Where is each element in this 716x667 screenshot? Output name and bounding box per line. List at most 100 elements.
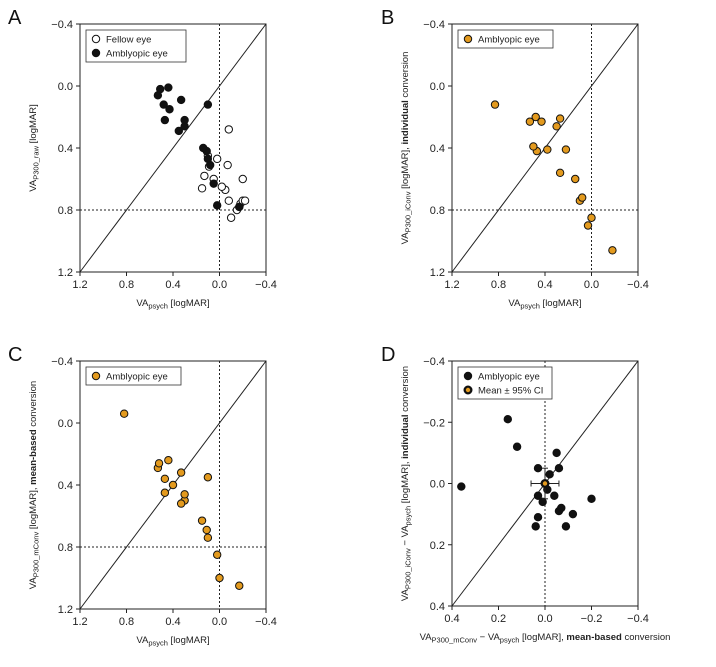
x-tick-label: −0.4 xyxy=(255,279,277,291)
legend-label: Amblyopic eye xyxy=(106,49,168,60)
y-tick-label: −0.2 xyxy=(423,417,445,429)
data-point xyxy=(568,509,578,519)
data-point xyxy=(238,174,247,184)
panel-letter: A xyxy=(8,7,22,29)
data-point xyxy=(583,221,593,230)
data-point xyxy=(224,196,234,205)
panel-c: C 1.2 0.8 0.4 0.0 −0.4 −0.4 0.0 0.4 0.8 1.2 VApsych… xyxy=(8,344,277,648)
data-point xyxy=(212,154,222,164)
y-axis-label: VAP300_mConv [logMAR], mean-based conver… xyxy=(28,381,41,589)
data-point xyxy=(224,125,234,134)
y-axis-label: VAP300_iConv − VApsych [logMAR], individ… xyxy=(400,366,413,601)
x-tick-label: 0.0 xyxy=(584,279,599,291)
data-point xyxy=(203,154,213,164)
data-point xyxy=(154,459,164,468)
y-tick-label: −0.4 xyxy=(51,356,73,368)
x-tick-label: 0.0 xyxy=(212,616,227,628)
data-point xyxy=(226,213,236,222)
data-point xyxy=(209,179,218,188)
data-point xyxy=(176,468,186,477)
y-tick-label: 0.4 xyxy=(430,601,445,613)
data-point xyxy=(168,480,178,490)
data-point xyxy=(550,491,559,500)
x-tick-label: 0.8 xyxy=(119,279,134,291)
data-point xyxy=(160,115,170,125)
x-tick-label: 0.2 xyxy=(491,613,506,625)
data-point xyxy=(212,201,222,210)
legend-label: Amblyopic eye xyxy=(106,372,168,383)
data-point xyxy=(176,499,186,508)
data-point xyxy=(533,463,543,473)
data-point xyxy=(557,503,566,513)
data-point xyxy=(217,182,227,191)
data-point xyxy=(537,117,546,126)
y-axis-label: VAP300_iConv [logMAR], individual conver… xyxy=(400,52,413,245)
y-tick-label: −0.4 xyxy=(423,356,445,368)
y-tick-label: 0.2 xyxy=(430,540,445,552)
legend-label: Amblyopic eye xyxy=(478,35,540,46)
data-point xyxy=(180,115,189,125)
data-point xyxy=(503,414,512,424)
data-point xyxy=(212,550,222,559)
data-point xyxy=(176,95,186,105)
y-tick-label: 0.8 xyxy=(58,542,73,554)
data-point xyxy=(533,512,543,522)
series-mean-95-ci xyxy=(530,467,560,500)
x-axis-label: VAP300_mConv − VApsych [logMAR], mean-ba… xyxy=(420,632,671,645)
x-tick-label: 0.4 xyxy=(165,279,180,291)
y-tick-label: 0.4 xyxy=(430,143,445,155)
y-tick-label: 0.4 xyxy=(58,480,73,492)
x-axis-label: VApsych [logMAR] xyxy=(136,635,209,648)
data-point xyxy=(545,470,554,479)
data-point xyxy=(512,442,522,451)
data-point xyxy=(555,168,565,178)
data-point xyxy=(203,473,213,482)
legend-box xyxy=(85,366,182,386)
data-point xyxy=(215,573,224,583)
data-point xyxy=(199,143,208,153)
legend-marker xyxy=(91,34,101,44)
data-point xyxy=(223,160,232,170)
x-tick-label: 1.2 xyxy=(444,279,459,291)
data-point xyxy=(240,196,250,205)
x-tick-label: 0.4 xyxy=(165,616,180,628)
data-point xyxy=(555,114,565,123)
y-tick-label: 0.4 xyxy=(58,143,73,155)
data-point xyxy=(490,100,500,109)
y-tick-label: 1.2 xyxy=(430,267,445,279)
data-point xyxy=(531,522,540,531)
data-point xyxy=(561,522,571,531)
x-tick-label: −0.4 xyxy=(255,616,277,628)
data-point xyxy=(525,117,535,126)
panel-letter: C xyxy=(8,344,22,366)
legend-label: Fellow eye xyxy=(106,35,151,46)
x-tick-label: 0.0 xyxy=(212,279,227,291)
y-tick-label: 0.0 xyxy=(430,81,445,93)
data-point xyxy=(197,184,207,193)
data-point xyxy=(538,497,547,507)
x-tick-label: 0.8 xyxy=(119,616,134,628)
x-axis-label: VApsych [logMAR] xyxy=(508,298,581,311)
legend-box xyxy=(457,29,554,49)
data-point xyxy=(164,83,173,92)
legend-marker xyxy=(91,371,101,381)
identity-line xyxy=(79,23,267,273)
y-tick-label: 1.2 xyxy=(58,267,73,279)
panel-a: A 1.2 0.8 0.4 0.0 −0.4 −0.4 0.0 0.4 0.8 1.2 VApsych… xyxy=(8,7,277,311)
data-point xyxy=(160,474,170,483)
data-point xyxy=(543,145,552,154)
panel-letter: D xyxy=(381,344,395,366)
data-point xyxy=(587,494,596,504)
series-amblyopic-eye xyxy=(119,409,244,590)
legend-marker xyxy=(463,371,473,381)
data-point xyxy=(159,100,168,109)
panel-letter: B xyxy=(381,7,394,29)
data-point xyxy=(552,448,561,458)
y-tick-label: 0.8 xyxy=(58,205,73,217)
y-tick-label: −0.4 xyxy=(51,19,73,31)
legend-label: Mean ± 95% CI xyxy=(478,386,543,397)
data-point xyxy=(531,112,540,122)
data-point xyxy=(180,490,189,499)
data-point xyxy=(200,171,209,181)
data-point xyxy=(165,105,174,114)
